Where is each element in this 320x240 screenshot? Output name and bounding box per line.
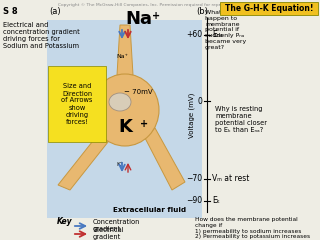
Text: 0: 0	[197, 97, 202, 106]
Text: − 70mV: − 70mV	[124, 89, 152, 95]
Text: Copyright © The McGraw-Hill Companies, Inc. Permission required for reproduction: Copyright © The McGraw-Hill Companies, I…	[58, 3, 262, 7]
Text: −70: −70	[186, 174, 202, 183]
Bar	[47, 20, 202, 218]
Text: Na⁺: Na⁺	[116, 54, 128, 60]
Text: +: +	[140, 119, 148, 129]
Polygon shape	[117, 25, 133, 75]
Text: Concentration
gradient: Concentration gradient	[93, 220, 140, 233]
Text: Eₖ: Eₖ	[212, 196, 220, 205]
Polygon shape	[145, 128, 185, 190]
Text: Na: Na	[125, 10, 152, 28]
Text: Vₘ at rest: Vₘ at rest	[212, 174, 249, 183]
Text: −90: −90	[186, 196, 202, 205]
Text: +60: +60	[186, 30, 202, 39]
Polygon shape	[58, 132, 108, 190]
Text: Key: Key	[57, 217, 73, 226]
Text: (a): (a)	[49, 7, 61, 16]
Ellipse shape	[109, 93, 131, 111]
Text: How does the membrane potential
change if
1) permeability to sodium increases
2): How does the membrane potential change i…	[195, 217, 310, 240]
Bar	[48, 66, 106, 142]
Ellipse shape	[91, 74, 159, 146]
Text: K⁺: K⁺	[116, 162, 124, 168]
Text: Eₙₐ: Eₙₐ	[212, 30, 223, 39]
Text: Extracellular fluid: Extracellular fluid	[113, 207, 187, 213]
Text: S 8: S 8	[3, 7, 18, 16]
Bar	[220, 2, 318, 15]
Text: Electrical
gradient: Electrical gradient	[93, 228, 124, 240]
Text: K: K	[118, 118, 132, 136]
Text: Why is resting
membrane
potential closer
to Eₖ than Eₙₐ?: Why is resting membrane potential closer…	[215, 106, 267, 133]
Text: The G-H-K Equation!: The G-H-K Equation!	[225, 4, 313, 13]
Text: Size and
Direction
of Arrows
show
driving
forces!: Size and Direction of Arrows show drivin…	[61, 84, 93, 125]
Text: What would
happen to
membrane
potential if
suddenly Pₙₐ
became very
great?: What would happen to membrane potential …	[205, 10, 246, 50]
Text: Voltage (mV): Voltage (mV)	[189, 92, 195, 138]
Text: Electrical and
concentration gradient
driving forces for
Sodium and Potassium: Electrical and concentration gradient dr…	[3, 22, 80, 49]
Text: (b): (b)	[196, 7, 208, 16]
Text: +: +	[152, 11, 160, 21]
